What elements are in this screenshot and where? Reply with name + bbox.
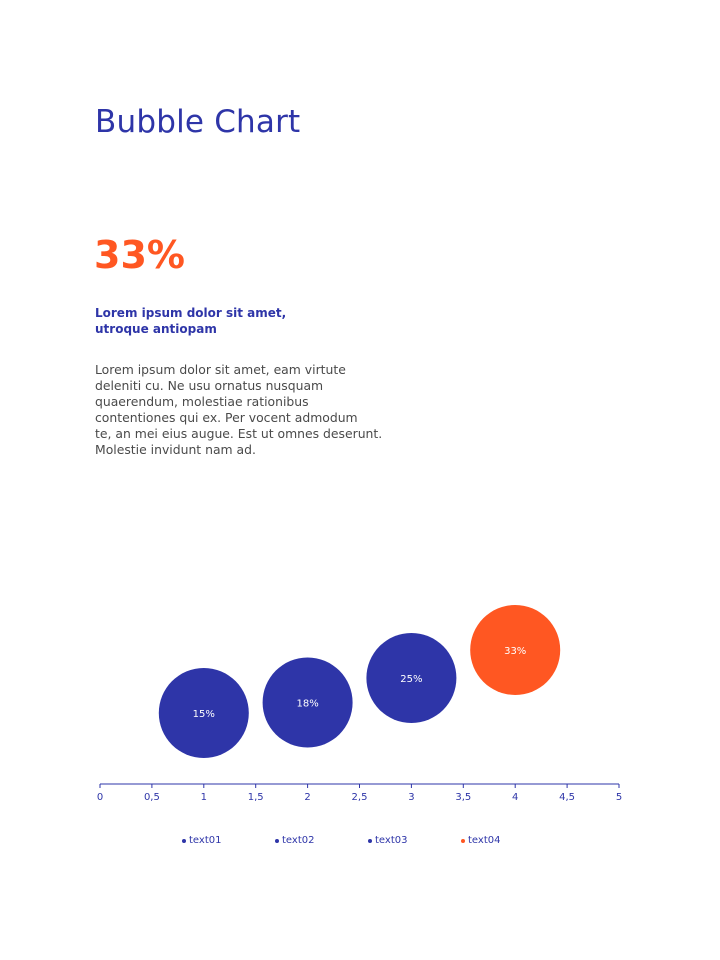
x-tick-label: 3 [408,792,414,803]
bubble-text04 [470,605,561,695]
body-line: Lorem ipsum dolor sit amet, eam virtute [95,362,346,377]
legend-label: text03 [375,835,408,846]
bubble-text03 [366,633,457,723]
bubble-label: 33% [504,646,526,657]
x-tick-label: 1,5 [248,792,264,803]
chart-legend: text01 text02 text03 text04 [0,835,720,851]
x-tick-label: 0,5 [144,792,160,803]
x-tick-label: 2,5 [352,792,368,803]
x-tick-label: 4,5 [559,792,575,803]
bubble-text01 [158,668,249,758]
legend-dot-icon [275,838,279,843]
body-line: quaerendum, molestiae rationibus [95,394,309,409]
x-tick-label: 3,5 [455,792,471,803]
x-tick-label: 2 [304,792,310,803]
body-paragraph: Lorem ipsum dolor sit amet, eam virtute … [95,362,405,458]
body-line: deleniti cu. Ne usu ornatus nusquam [95,378,324,393]
body-line: contentiones qui ex. Per vocent admodum [95,410,358,425]
bubble-label: 15% [193,709,215,720]
subheading: Lorem ipsum dolor sit amet, utroque anti… [95,305,395,337]
subheading-line: utroque antiopam [95,322,217,336]
legend-dot-icon [182,838,186,843]
bubble-label: 25% [400,674,422,685]
x-tick-label: 5 [616,792,622,803]
legend-dot-icon [461,838,465,843]
x-tick-label: 1 [201,792,207,803]
legend-item: text02 [275,835,314,846]
x-tick-label: 4 [512,792,518,803]
subheading-line: Lorem ipsum dolor sit amet, [95,306,287,320]
legend-item: text03 [368,835,407,846]
body-line: te, an mei eius augue. Est ut omnes dese… [95,426,383,441]
legend-label: text02 [282,835,315,846]
bubble-text02 [262,657,353,748]
legend-label: text04 [468,835,501,846]
legend-label: text01 [189,835,222,846]
page-title: Bubble Chart [95,104,301,140]
bubble-label: 18% [296,699,318,710]
x-tick-label: 0 [97,792,103,803]
legend-item: text01 [182,835,221,846]
body-line: Molestie invidunt nam ad. [95,442,256,457]
legend-item: text04 [461,835,500,846]
legend-dot-icon [368,838,372,843]
highlight-stat: 33% [94,233,185,277]
bubble-chart: 0 0,5 1 1,5 2 2,5 3 3,5 4 4,5 5 15% 18% 25% 33% [97,605,622,803]
